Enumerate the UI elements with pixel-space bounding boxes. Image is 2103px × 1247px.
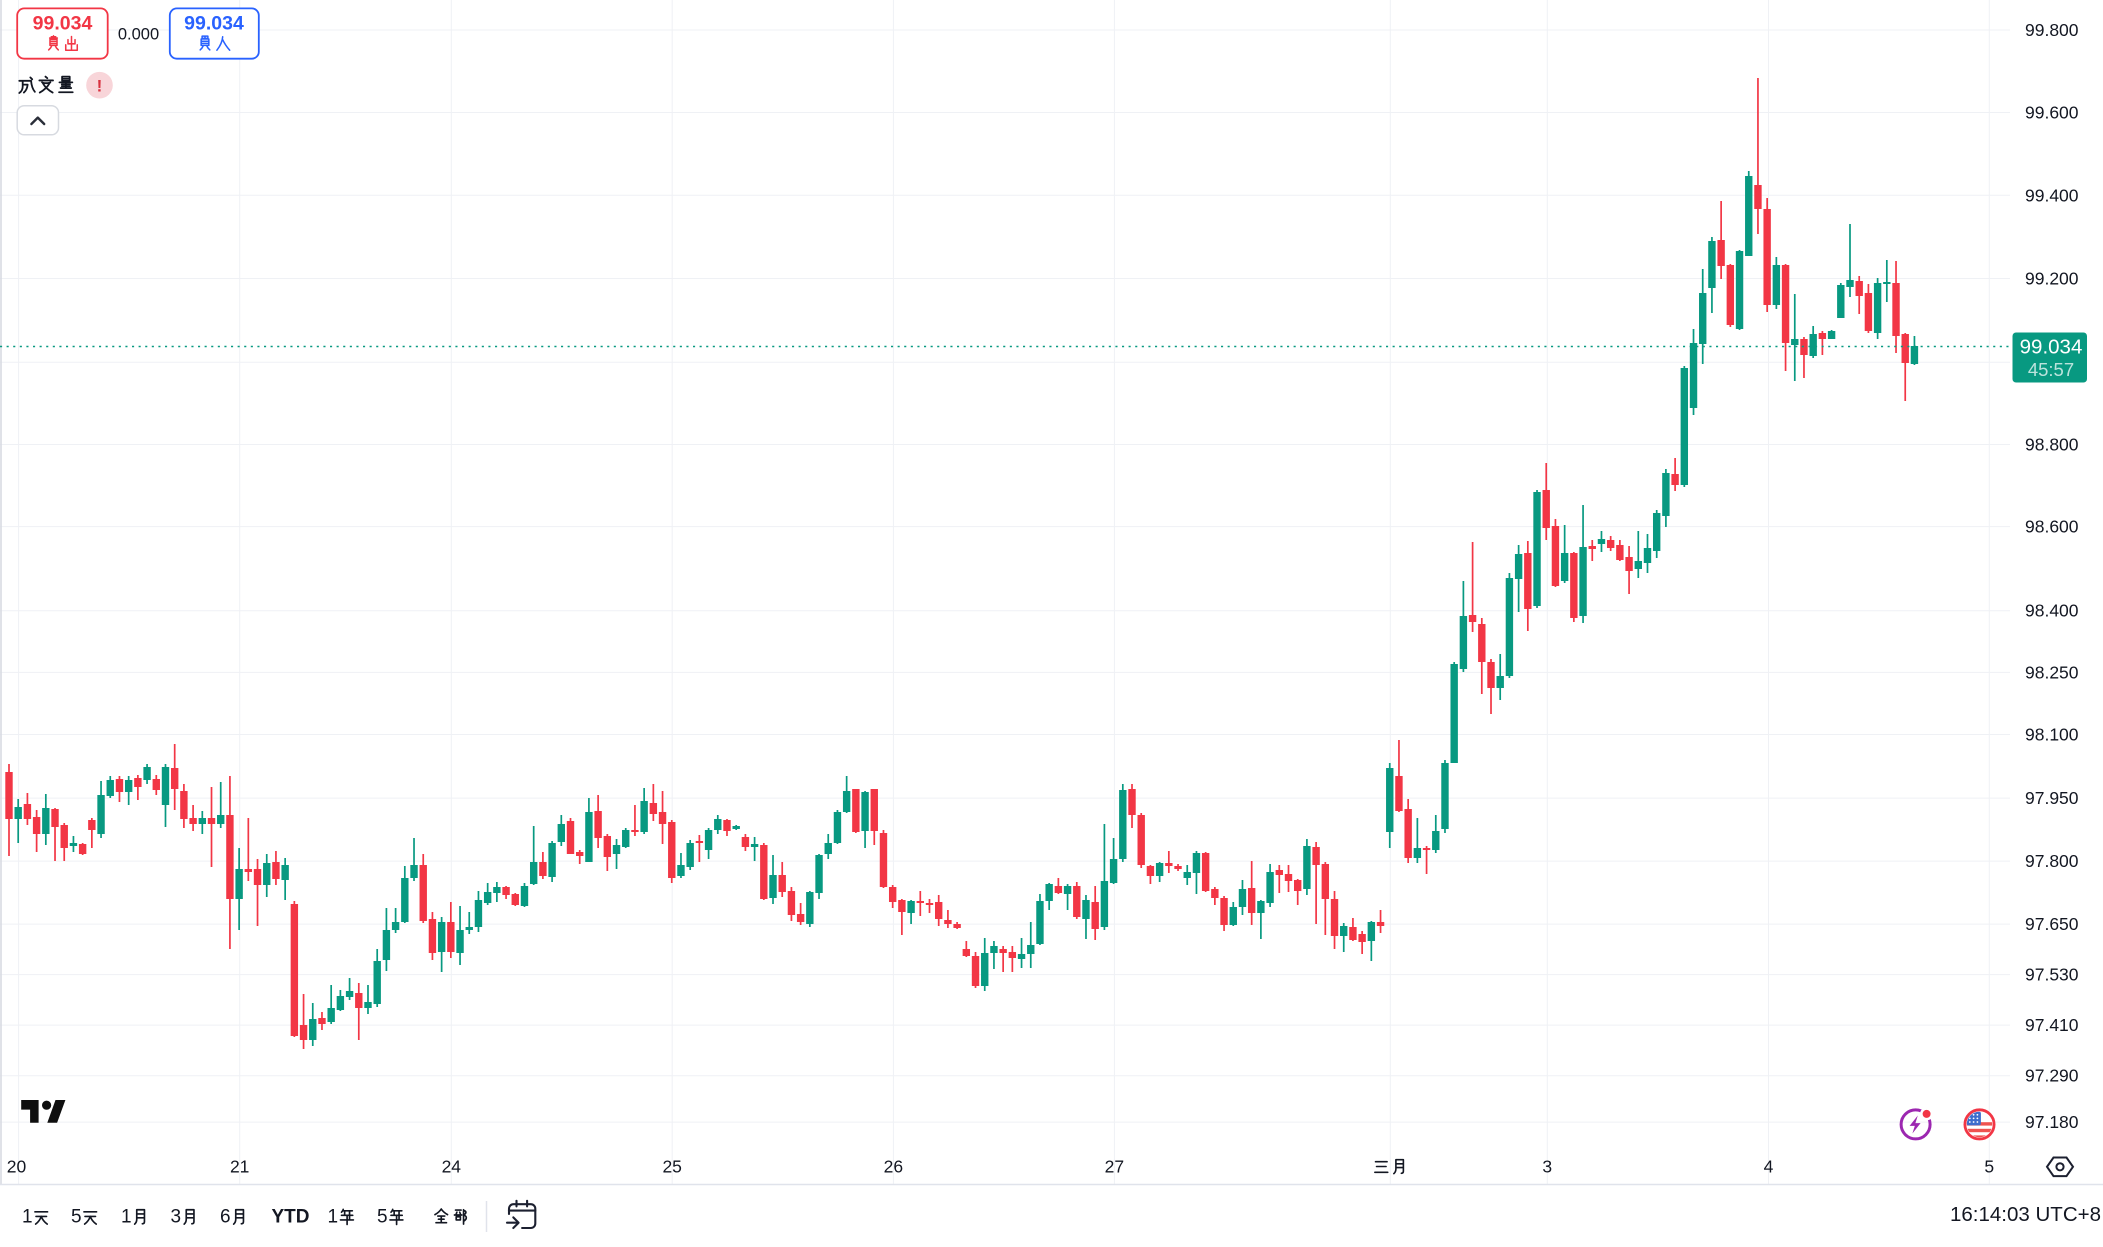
svg-text:98.600: 98.600: [2025, 517, 2079, 537]
svg-text:45:57: 45:57: [2028, 359, 2074, 380]
svg-text:99.034: 99.034: [184, 13, 244, 35]
svg-text:3: 3: [171, 1207, 182, 1228]
svg-text:99.200: 99.200: [2025, 269, 2079, 289]
svg-text:98.800: 98.800: [2025, 435, 2079, 455]
svg-text:99.800: 99.800: [2025, 20, 2079, 40]
svg-text:5: 5: [1984, 1157, 1994, 1177]
svg-text:97.410: 97.410: [2025, 1015, 2079, 1035]
svg-text:26: 26: [884, 1157, 903, 1177]
svg-text:!: !: [97, 77, 103, 96]
svg-text:16:14:03 UTC+8: 16:14:03 UTC+8: [1950, 1203, 2101, 1226]
svg-text:98.100: 98.100: [2025, 725, 2079, 745]
svg-text:1: 1: [121, 1207, 132, 1228]
svg-text:0.000: 0.000: [118, 26, 159, 44]
svg-text:4: 4: [1764, 1157, 1774, 1177]
svg-text:97.650: 97.650: [2025, 914, 2079, 934]
svg-text:97.950: 97.950: [2025, 788, 2079, 808]
svg-text:6: 6: [220, 1207, 231, 1228]
svg-text:97.530: 97.530: [2025, 965, 2079, 985]
svg-text:98.400: 98.400: [2025, 601, 2079, 621]
svg-text:99.034: 99.034: [33, 13, 93, 35]
svg-text:97.180: 97.180: [2025, 1112, 2079, 1132]
svg-text:97.800: 97.800: [2025, 851, 2079, 871]
svg-text:5: 5: [71, 1207, 82, 1228]
svg-text:97.290: 97.290: [2025, 1066, 2079, 1086]
svg-text:25: 25: [662, 1157, 681, 1177]
svg-text:99.600: 99.600: [2025, 103, 2079, 123]
svg-text:20: 20: [7, 1157, 27, 1177]
svg-text:27: 27: [1105, 1157, 1124, 1177]
svg-text:98.250: 98.250: [2025, 662, 2079, 682]
svg-text:YTD: YTD: [272, 1207, 310, 1228]
svg-text:5: 5: [377, 1207, 388, 1228]
svg-text:99.400: 99.400: [2025, 185, 2079, 205]
svg-text:99.034: 99.034: [2020, 336, 2083, 359]
svg-text:1: 1: [22, 1207, 33, 1228]
svg-text:3: 3: [1542, 1157, 1552, 1177]
svg-text:24: 24: [442, 1157, 462, 1177]
svg-text:21: 21: [230, 1157, 249, 1177]
svg-text:1: 1: [328, 1207, 339, 1228]
